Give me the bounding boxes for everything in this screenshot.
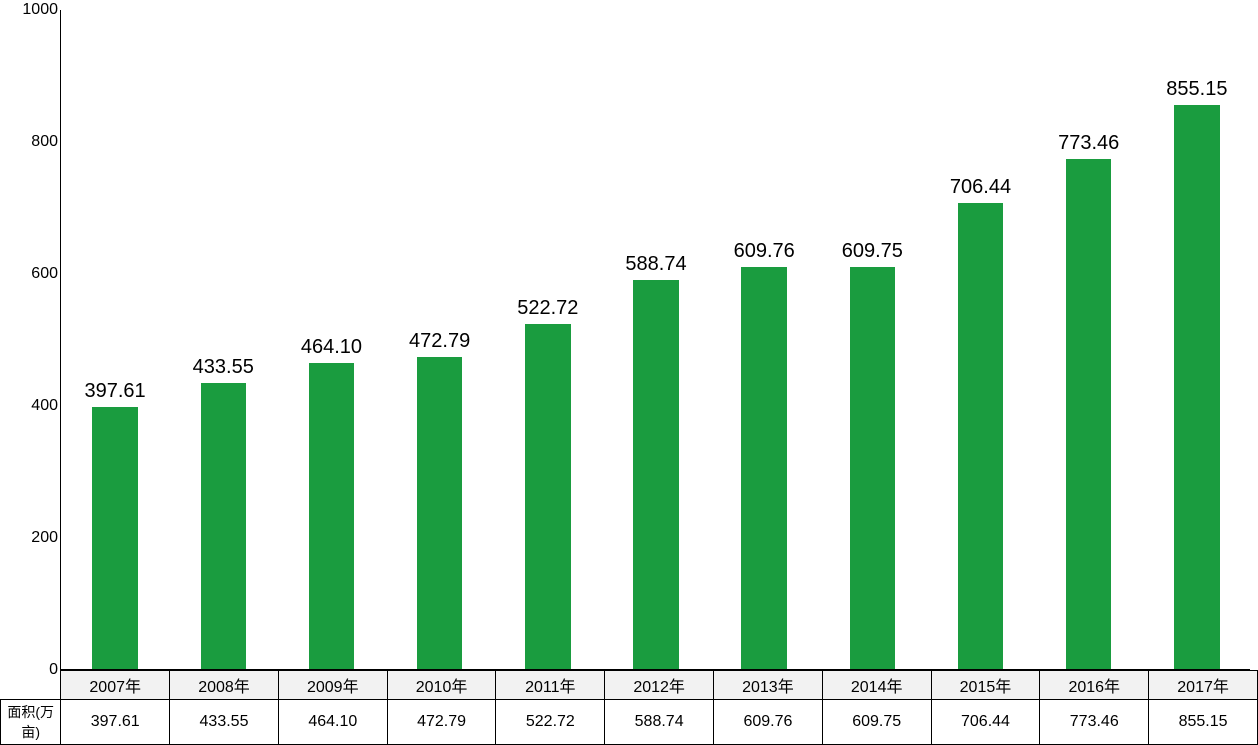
value-cell: 397.61 (61, 700, 170, 745)
bar-value-label: 609.76 (734, 240, 795, 263)
y-tick-label: 0 (49, 661, 58, 679)
data-table: 2007年2008年2009年2010年2011年2012年2013年2014年… (0, 670, 1258, 745)
bar-value-label: 464.10 (301, 336, 362, 359)
bar: 855.15 (1174, 105, 1219, 669)
bar-value-label: 588.74 (625, 253, 686, 276)
value-cell: 855.15 (1149, 700, 1258, 745)
value-cell: 472.79 (387, 700, 496, 745)
y-tick-label: 1000 (22, 1, 58, 19)
bar-value-label: 433.55 (193, 356, 254, 379)
plot-area: 397.61 433.55 464.10 472.79 522.72 588.74 609.… (60, 10, 1250, 670)
bar: 433.55 (201, 383, 246, 669)
bar: 706.44 (958, 203, 1003, 669)
category-cell: 2017年 (1149, 671, 1258, 700)
row-header: 面积(万亩) (1, 700, 61, 745)
category-cell: 2010年 (387, 671, 496, 700)
category-cell: 2012年 (605, 671, 714, 700)
value-cell: 609.75 (822, 700, 931, 745)
bar: 397.61 (92, 407, 137, 669)
bar-value-label: 397.61 (84, 380, 145, 403)
value-cell: 609.76 (714, 700, 823, 745)
category-cell: 2016年 (1040, 671, 1149, 700)
category-cell: 2007年 (61, 671, 170, 700)
category-cell: 2015年 (931, 671, 1040, 700)
bar-value-label: 773.46 (1058, 132, 1119, 155)
category-cell: 2013年 (714, 671, 823, 700)
y-tick-label: 800 (31, 133, 58, 151)
bar: 464.10 (309, 363, 354, 669)
bar-value-label: 855.15 (1166, 78, 1227, 101)
category-cell: 2011年 (496, 671, 605, 700)
value-cell: 773.46 (1040, 700, 1149, 745)
value-cell: 464.10 (278, 700, 387, 745)
bar: 472.79 (417, 357, 462, 669)
y-tick-label: 200 (31, 529, 58, 547)
y-tick-label: 400 (31, 397, 58, 415)
bar: 609.75 (850, 267, 895, 669)
bar: 588.74 (633, 280, 678, 669)
category-cell: 2009年 (278, 671, 387, 700)
category-cell: 2014年 (822, 671, 931, 700)
category-cell: 2008年 (170, 671, 279, 700)
value-cell: 433.55 (170, 700, 279, 745)
y-tick-label: 600 (31, 265, 58, 283)
bar: 609.76 (741, 267, 786, 669)
bar: 773.46 (1066, 159, 1111, 669)
value-cell: 706.44 (931, 700, 1040, 745)
value-cell: 588.74 (605, 700, 714, 745)
bar-value-label: 706.44 (950, 176, 1011, 199)
bar-value-label: 472.79 (409, 330, 470, 353)
bar-value-label: 522.72 (517, 297, 578, 320)
value-cell: 522.72 (496, 700, 605, 745)
bar-value-label: 609.75 (842, 240, 903, 263)
area-bar-chart: 397.61 433.55 464.10 472.79 522.72 588.74 609.… (0, 0, 1258, 731)
bar: 522.72 (525, 324, 570, 669)
